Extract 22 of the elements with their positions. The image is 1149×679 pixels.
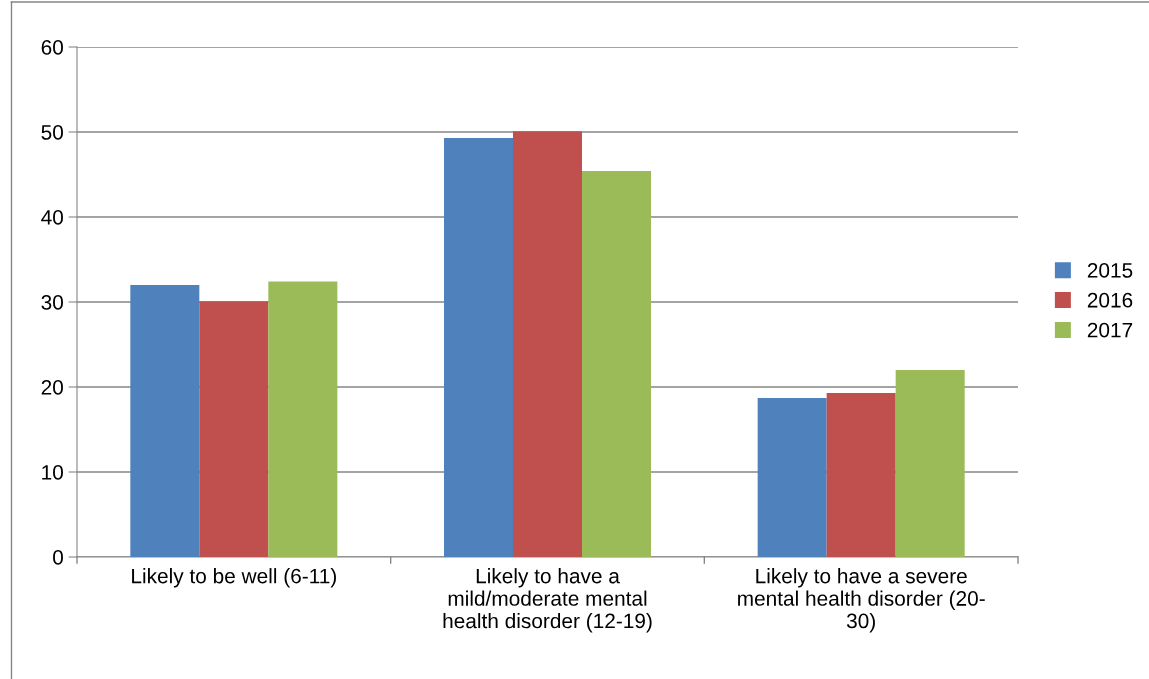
bar <box>268 281 338 557</box>
legend-label: 2016 <box>1087 292 1133 308</box>
y-tick-label: 50 <box>41 125 63 140</box>
x-tick-label: Likely to be well (6-11) <box>132 568 336 588</box>
y-tick-label: 30 <box>41 295 63 310</box>
x-tick-label: Likely to have a severe mental health disorder (20- 30) <box>738 568 985 633</box>
bar <box>443 137 513 557</box>
bar <box>130 285 200 557</box>
bar <box>199 301 269 557</box>
x-tick-label: Likely to have a mild/moderate mental health disorder (12-19) <box>443 568 652 633</box>
bar <box>582 171 652 557</box>
bar <box>826 392 896 557</box>
y-tick-label: 0 <box>53 550 63 565</box>
y-tick-label: 40 <box>41 210 63 225</box>
bar <box>757 398 827 557</box>
legend-label: 2015 <box>1087 263 1133 278</box>
bar <box>513 131 582 557</box>
bar <box>895 370 965 557</box>
y-tick-label: 20 <box>41 380 63 395</box>
y-tick-label: 10 <box>42 465 63 480</box>
legend-label: 2017 <box>1087 322 1133 338</box>
y-tick-label: 60 <box>41 40 63 55</box>
